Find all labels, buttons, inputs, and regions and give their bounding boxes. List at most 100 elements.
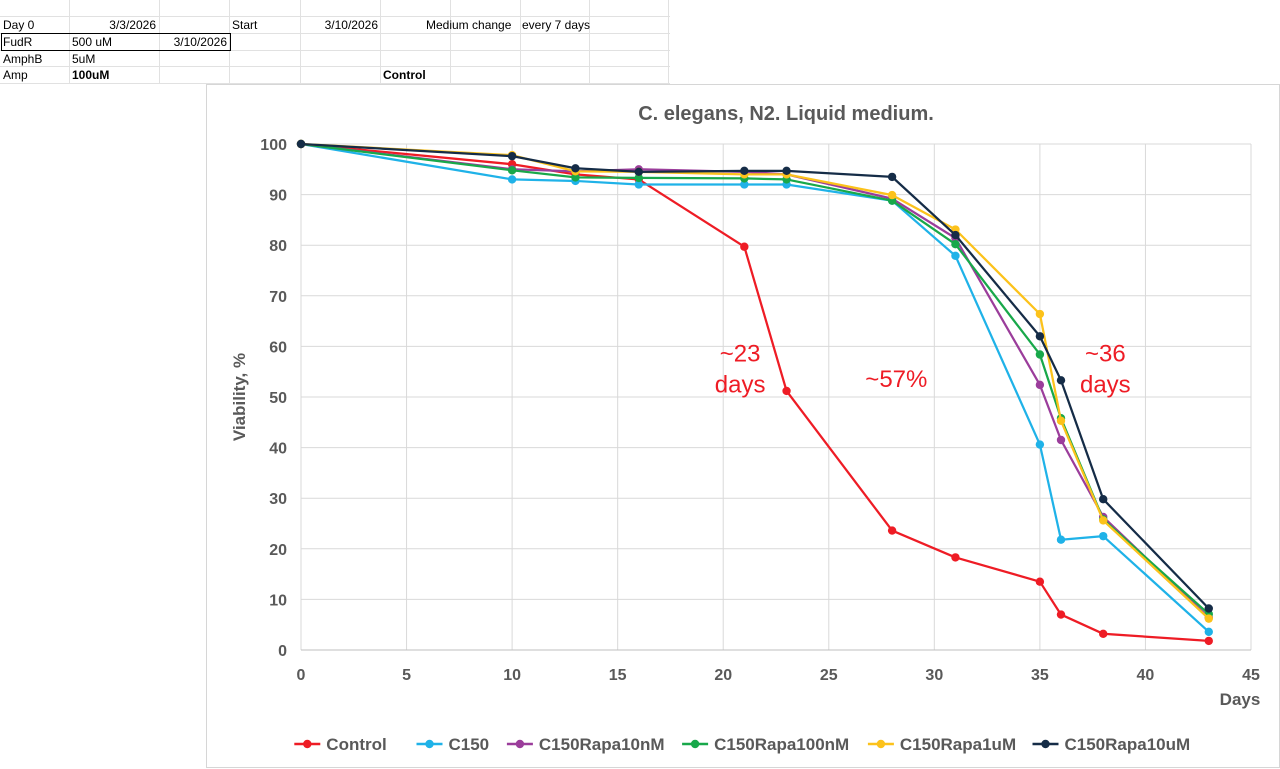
data-point: [1204, 627, 1213, 636]
data-point: [1035, 440, 1045, 449]
cell-a1[interactable]: Day 0: [3, 18, 35, 32]
annotation-text: ~23: [720, 341, 761, 368]
data-point: [951, 251, 960, 261]
cell-a2[interactable]: FudR: [3, 35, 33, 49]
data-point: [1056, 416, 1066, 425]
line-chart: 0 10 20 30 40 50 60 70 80 90 100 0 5 10 15 20 25 30 35 40 45…: [230, 103, 1261, 754]
series-line: [300, 142, 1210, 619]
data-point: [634, 173, 643, 183]
x-tick-label: 35: [1031, 667, 1049, 684]
column-divider: [69, 0, 70, 84]
y-tick-label: 0: [278, 643, 287, 660]
data-point: [782, 386, 791, 396]
legend-swatch-marker: [1041, 739, 1050, 749]
legend-swatch-marker: [876, 739, 886, 749]
y-tick-label: 10: [269, 592, 287, 609]
data-point: [951, 239, 960, 249]
x-axis-title: Days: [1220, 690, 1261, 709]
cell-g1[interactable]: every 7 days: [522, 18, 591, 32]
x-tick-label: 30: [925, 667, 943, 684]
row-divider: [0, 66, 670, 67]
y-tick-label: 30: [269, 491, 287, 508]
data-point: [571, 173, 580, 182]
data-point: [507, 175, 517, 184]
spreadsheet-area: Day 0 3/3/2026 Start 3/10/2026 Medium ch…: [0, 0, 670, 84]
cell-b1[interactable]: 3/3/2026: [109, 18, 156, 32]
legend-swatch-marker: [303, 739, 312, 749]
cell-f1[interactable]: Medium change: [426, 18, 512, 32]
cell-c2[interactable]: 3/10/2026: [173, 35, 227, 49]
annotation-text: ~36: [1085, 341, 1126, 368]
data-point: [507, 151, 517, 161]
row-divider: [0, 50, 670, 51]
y-tick-label: 70: [269, 289, 287, 306]
x-tick-label: 40: [1137, 667, 1155, 684]
cell-b2[interactable]: 500 uM: [72, 35, 113, 49]
data-point: [1035, 350, 1045, 359]
legend-label: C150Rapa10nM: [539, 735, 665, 754]
annotation-text: days: [715, 372, 766, 399]
legend-label: C150Rapa100nM: [714, 735, 849, 754]
data-point: [507, 166, 517, 175]
data-point: [951, 553, 960, 562]
data-point: [571, 164, 580, 173]
series-line: [300, 142, 1210, 633]
data-point: [1204, 636, 1213, 646]
legend-label: C150Rapa10uM: [1065, 735, 1191, 754]
cell-b3[interactable]: 5uM: [72, 52, 96, 66]
column-divider: [229, 0, 230, 84]
data-point: [1099, 495, 1108, 504]
x-tick-label: 5: [402, 667, 411, 684]
x-tick-label: 10: [503, 667, 521, 684]
y-tick-label: 100: [260, 137, 287, 154]
row-divider: [0, 33, 670, 34]
data-point: [740, 242, 749, 251]
data-point: [951, 230, 960, 240]
series-line: [300, 142, 1210, 620]
y-tick-label: 60: [269, 339, 287, 356]
data-point: [1056, 535, 1066, 544]
y-tick-label: 20: [269, 542, 287, 559]
data-point: [1099, 516, 1108, 525]
y-tick-label: 50: [269, 390, 287, 407]
legend-swatch-marker: [690, 739, 700, 749]
x-tick-label: 20: [714, 667, 732, 684]
data-point: [1056, 435, 1066, 445]
cell-border-box: [1, 33, 231, 51]
legend-label: Control: [326, 735, 386, 754]
x-tick-label: 15: [609, 667, 627, 684]
data-point: [887, 526, 897, 535]
chart-area[interactable]: 0 10 20 30 40 50 60 70 80 90 100 0 5 10 15 20 25 30 35 40 45…: [206, 84, 1280, 768]
data-point: [634, 180, 643, 189]
x-tick-label: 25: [820, 667, 838, 684]
chart-title: C. elegans, N2. Liquid medium.: [638, 103, 934, 125]
data-point: [740, 180, 749, 189]
data-point: [1204, 614, 1213, 623]
y-tick-label: 40: [269, 441, 287, 458]
legend-label: C150: [449, 735, 490, 754]
cell-a4[interactable]: Amp: [3, 68, 28, 82]
data-point: [1035, 380, 1045, 390]
legend-swatch-marker: [515, 739, 525, 749]
annotation-text: ~57%: [865, 366, 927, 393]
legend-swatch-marker: [425, 739, 434, 749]
cell-e1[interactable]: 3/10/2026: [324, 18, 378, 32]
cell-b4[interactable]: 100uM: [72, 68, 110, 82]
column-divider: [300, 0, 301, 84]
column-divider: [589, 0, 590, 84]
legend-label: C150Rapa1uM: [900, 735, 1016, 754]
cell-d1[interactable]: Start: [232, 18, 258, 32]
y-tick-label: 90: [269, 188, 287, 205]
cell-a3[interactable]: AmphB: [3, 52, 43, 66]
data-point: [1099, 531, 1108, 541]
data-point: [1099, 629, 1108, 639]
data-point: [1056, 376, 1066, 385]
x-tick-label: 0: [297, 667, 306, 684]
data-point: [887, 172, 897, 182]
column-divider: [159, 0, 160, 84]
column-divider: [450, 0, 451, 84]
x-tick-label: 45: [1242, 667, 1260, 684]
y-tick-label: 80: [269, 238, 287, 255]
data-point: [1035, 309, 1045, 319]
cell-f4[interactable]: Control: [383, 68, 426, 82]
